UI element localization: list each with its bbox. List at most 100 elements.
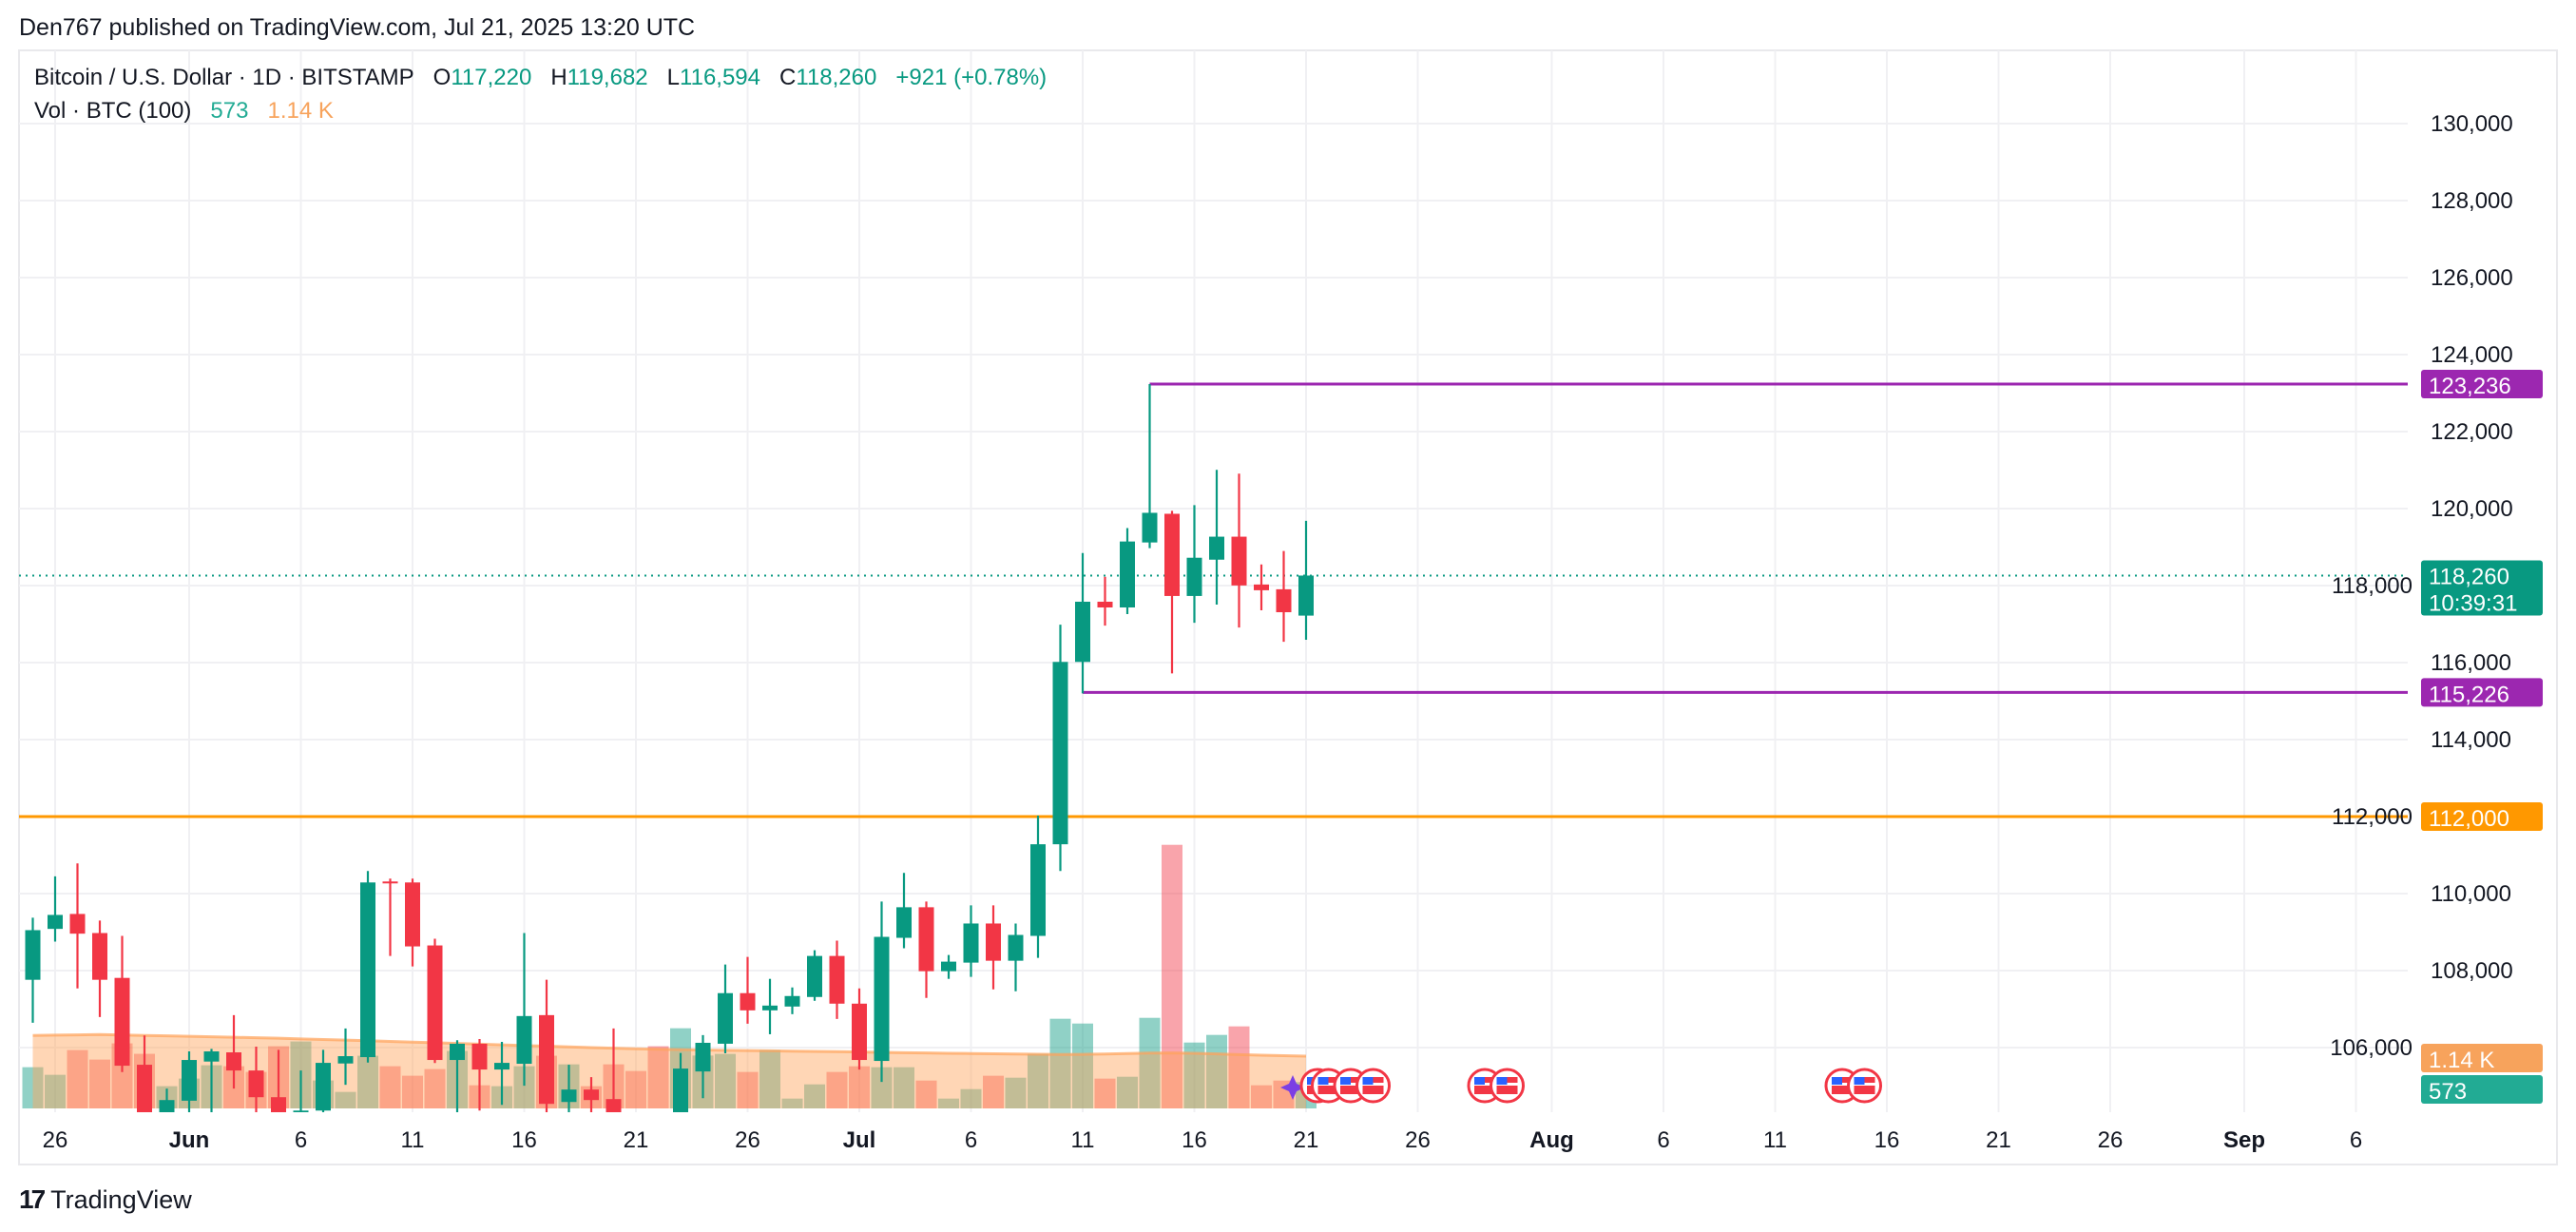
volume-bar (647, 1046, 669, 1108)
volume-tag-bg (2421, 1075, 2543, 1104)
candle-body (159, 1100, 175, 1112)
volume-bar (513, 1066, 535, 1108)
candle-body (271, 1097, 286, 1112)
volume-bar (759, 1049, 780, 1108)
candle-body (896, 907, 912, 938)
candle-body (248, 1070, 264, 1098)
level-price-tag-bg (2421, 678, 2543, 707)
time-tick-label: Jun (169, 1127, 210, 1153)
volume-value: 573 (210, 98, 249, 124)
candle-body (516, 1015, 532, 1065)
volume-bar (1005, 1077, 1027, 1108)
price-tick-label: 108,000 (2431, 958, 2513, 984)
level-price-tag: 112,000 (2421, 802, 2543, 832)
volume-bar (894, 1067, 914, 1108)
volume-bar (938, 1098, 959, 1108)
tradingview-logo-icon: 17 (19, 1184, 46, 1214)
candle-body (1298, 575, 1314, 616)
last-price-tag-bg (2421, 560, 2543, 616)
volume-bar (915, 1080, 937, 1108)
candle-body (1120, 541, 1135, 608)
candle-body (1209, 536, 1224, 560)
time-tick-label: 6 (1657, 1127, 1669, 1153)
candle-body (1231, 536, 1247, 586)
volume-bar (1139, 1017, 1161, 1108)
candle-body (1186, 557, 1202, 596)
price-axis[interactable]: 130,000 128,000 126,000 124,000 122,000 120,0… (2330, 111, 2513, 1061)
level-price-tag-text: 115,226 (2429, 682, 2509, 707)
volume-bar (1072, 1023, 1093, 1108)
flag-canton (1496, 1077, 1508, 1085)
high-label: H (550, 65, 567, 90)
time-tick-label: 26 (735, 1127, 760, 1153)
volume-bar (983, 1075, 1004, 1108)
flag-canton (1362, 1077, 1374, 1085)
volume-label[interactable]: Vol · BTC (100) (34, 98, 192, 124)
flag-canton (1832, 1077, 1842, 1085)
price-tick-label: 114,000 (2431, 727, 2511, 753)
tradingview-logo-text: TradingView (50, 1185, 192, 1214)
time-tick-label: 26 (43, 1127, 68, 1153)
candle-body (673, 1068, 688, 1112)
time-tick-label: 11 (1071, 1127, 1095, 1153)
candle-body (829, 955, 845, 1004)
volume-ma-tag-text: 1.14 K (2429, 1048, 2494, 1073)
volume-ma-value: 1.14 K (267, 98, 334, 124)
candle-body (1164, 513, 1180, 596)
volume-bar (424, 1068, 446, 1108)
low-value: 116,594 (680, 65, 761, 90)
volume-ma-area (32, 1034, 1306, 1108)
candle-body (941, 961, 956, 972)
events (1280, 1068, 1882, 1104)
candle-body (918, 907, 934, 972)
candle-body (718, 992, 733, 1044)
candle-body (606, 1099, 622, 1112)
candle-body (1052, 662, 1068, 845)
candle-body (807, 955, 822, 997)
time-tick-label: 6 (2350, 1127, 2362, 1153)
candle-body (1075, 601, 1090, 663)
us-flag-event-icon[interactable] (1490, 1068, 1525, 1104)
candle-body (25, 930, 41, 980)
time-axis[interactable]: 26 Jun 6 11 16 21 26 Jul 6 11 16 21 26 Aug 6 11 16 21 26 Se… (43, 1127, 2363, 1153)
volume-tag-text: 573 (2429, 1079, 2467, 1105)
time-tick-label: 21 (1986, 1127, 2011, 1153)
candle-body (986, 923, 1001, 961)
us-flag-event-icon[interactable] (1355, 1068, 1391, 1104)
tradingview-logo[interactable]: 17 TradingView (19, 1184, 192, 1215)
candle-body (114, 977, 130, 1067)
time-tick-label: Sep (2223, 1127, 2265, 1153)
candle-body (182, 1060, 197, 1101)
volume-pane (22, 844, 1317, 1108)
level-price-tag: 123,236 (2421, 369, 2543, 399)
volume-bar (960, 1088, 982, 1108)
volume-bar (1049, 1018, 1071, 1108)
price-tick-label: 130,000 (2431, 111, 2513, 137)
candle-body (1276, 588, 1292, 613)
volume-bar (1251, 1085, 1272, 1108)
time-tick-label: 11 (401, 1127, 425, 1153)
candle-body (1142, 512, 1158, 543)
price-tick-label: 112,000 (2332, 804, 2413, 830)
symbol-title[interactable]: Bitcoin / U.S. Dollar · 1D · BITSTAMP (34, 65, 414, 90)
level-price-tag-text: 112,000 (2429, 806, 2509, 832)
candle-body (405, 882, 420, 947)
price-tick-label: 110,000 (2431, 881, 2511, 907)
close-value: 118,260 (796, 65, 877, 90)
candles (25, 383, 1314, 1112)
candle-body (539, 1014, 554, 1105)
candle-body (1254, 584, 1269, 590)
volume-ma-tag: 1.14 K (2421, 1044, 2543, 1073)
volume-tag: 573 (2421, 1075, 2543, 1105)
sparkle-event-icon[interactable] (1280, 1075, 1305, 1100)
volume-bar (849, 1066, 870, 1108)
candle-body (137, 1065, 152, 1112)
candle-body (69, 914, 86, 934)
price-tick-label: 106,000 (2330, 1035, 2413, 1061)
price-tick-label: 124,000 (2431, 342, 2513, 368)
us-flag-event-icon[interactable] (1847, 1068, 1882, 1104)
volume-bar (715, 1053, 736, 1108)
volume-bar (89, 1059, 110, 1108)
